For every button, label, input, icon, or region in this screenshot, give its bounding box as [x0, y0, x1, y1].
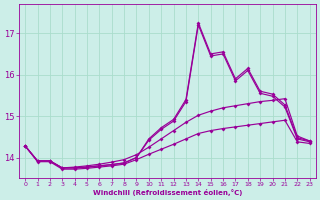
X-axis label: Windchill (Refroidissement éolien,°C): Windchill (Refroidissement éolien,°C) — [93, 189, 242, 196]
